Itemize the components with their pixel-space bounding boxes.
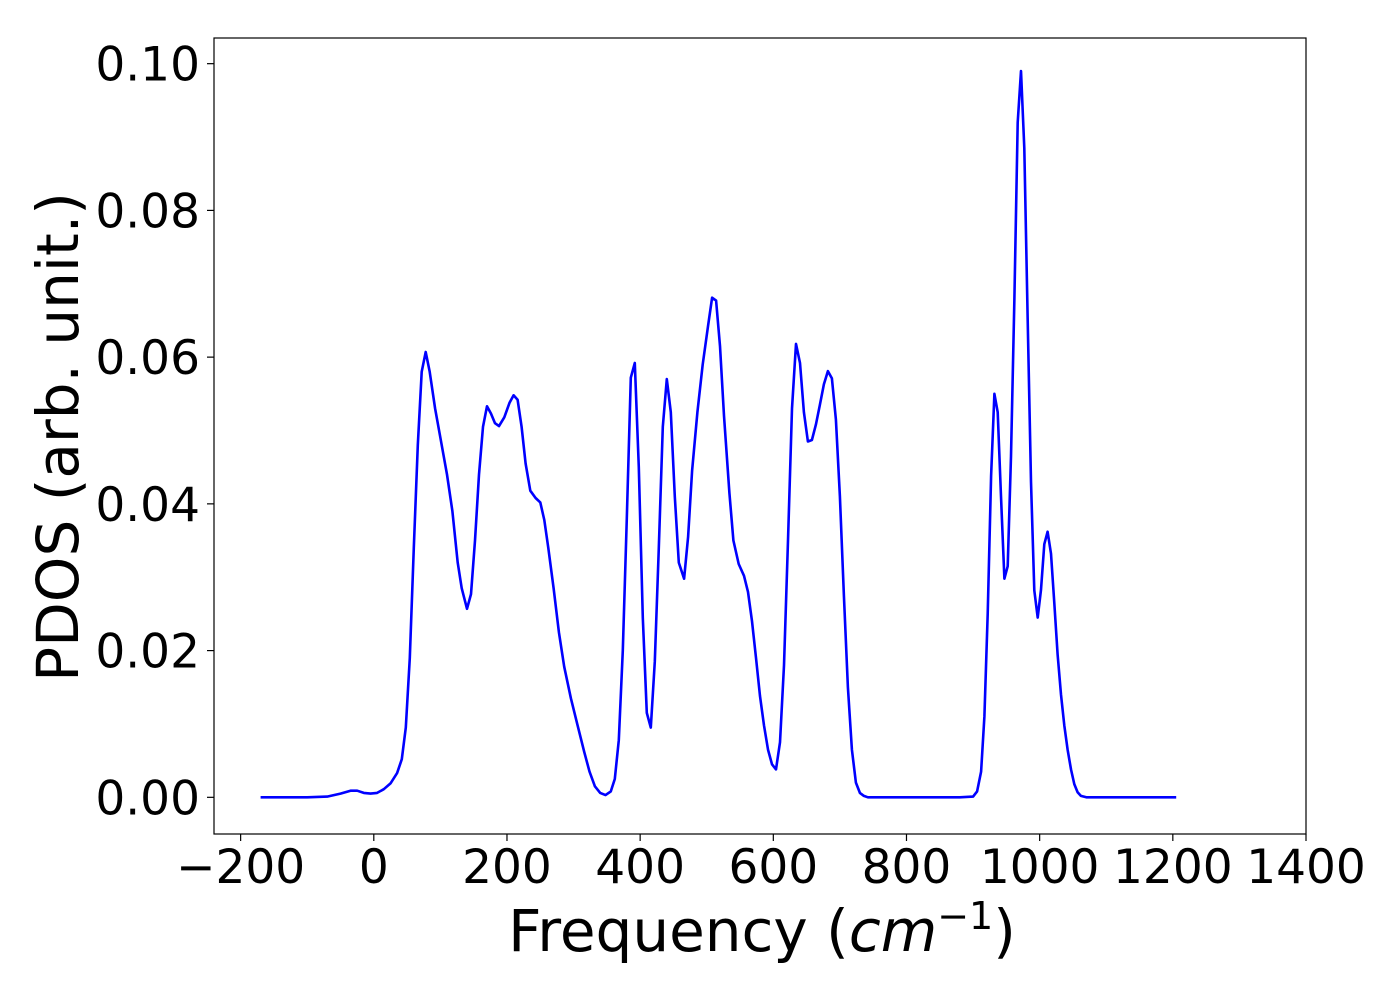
- x-tick-label: 400: [595, 840, 685, 895]
- y-tick-label: 0.00: [95, 771, 200, 826]
- x-tick-label: −200: [176, 840, 305, 895]
- x-tick-label: 0: [359, 840, 389, 895]
- ticks-layer: −200 0 200 400 600 800 1000 1200 1400 0.00 0.02 0.0…: [95, 38, 1365, 895]
- x-axis-label-exponent: −1: [937, 894, 993, 938]
- x-tick-label: 800: [862, 840, 952, 895]
- x-tick-label: 200: [462, 840, 552, 895]
- x-axis-label-text: Frequency (: [508, 897, 849, 965]
- pdos-series-line: [260, 69, 1177, 799]
- x-axis-label: Frequency (cm−1): [508, 894, 1016, 965]
- y-tick-label: 0.02: [95, 625, 200, 680]
- x-tick-label: 1400: [1246, 840, 1366, 895]
- x-axis-label-unit: cm: [849, 897, 937, 965]
- x-tick-label: 600: [728, 840, 818, 895]
- y-tick-label: 0.10: [95, 38, 200, 93]
- x-axis-label-close: ): [993, 897, 1016, 965]
- plot-frame: [213, 37, 1307, 835]
- y-tick-label: 0.04: [95, 478, 200, 533]
- x-tick-label: 1000: [980, 840, 1100, 895]
- y-tick-label: 0.06: [95, 331, 200, 386]
- x-tick-label: 1200: [1113, 840, 1233, 895]
- y-axis-label: PDOS (arb. unit.): [24, 192, 92, 682]
- y-tick-label: 0.08: [95, 184, 200, 239]
